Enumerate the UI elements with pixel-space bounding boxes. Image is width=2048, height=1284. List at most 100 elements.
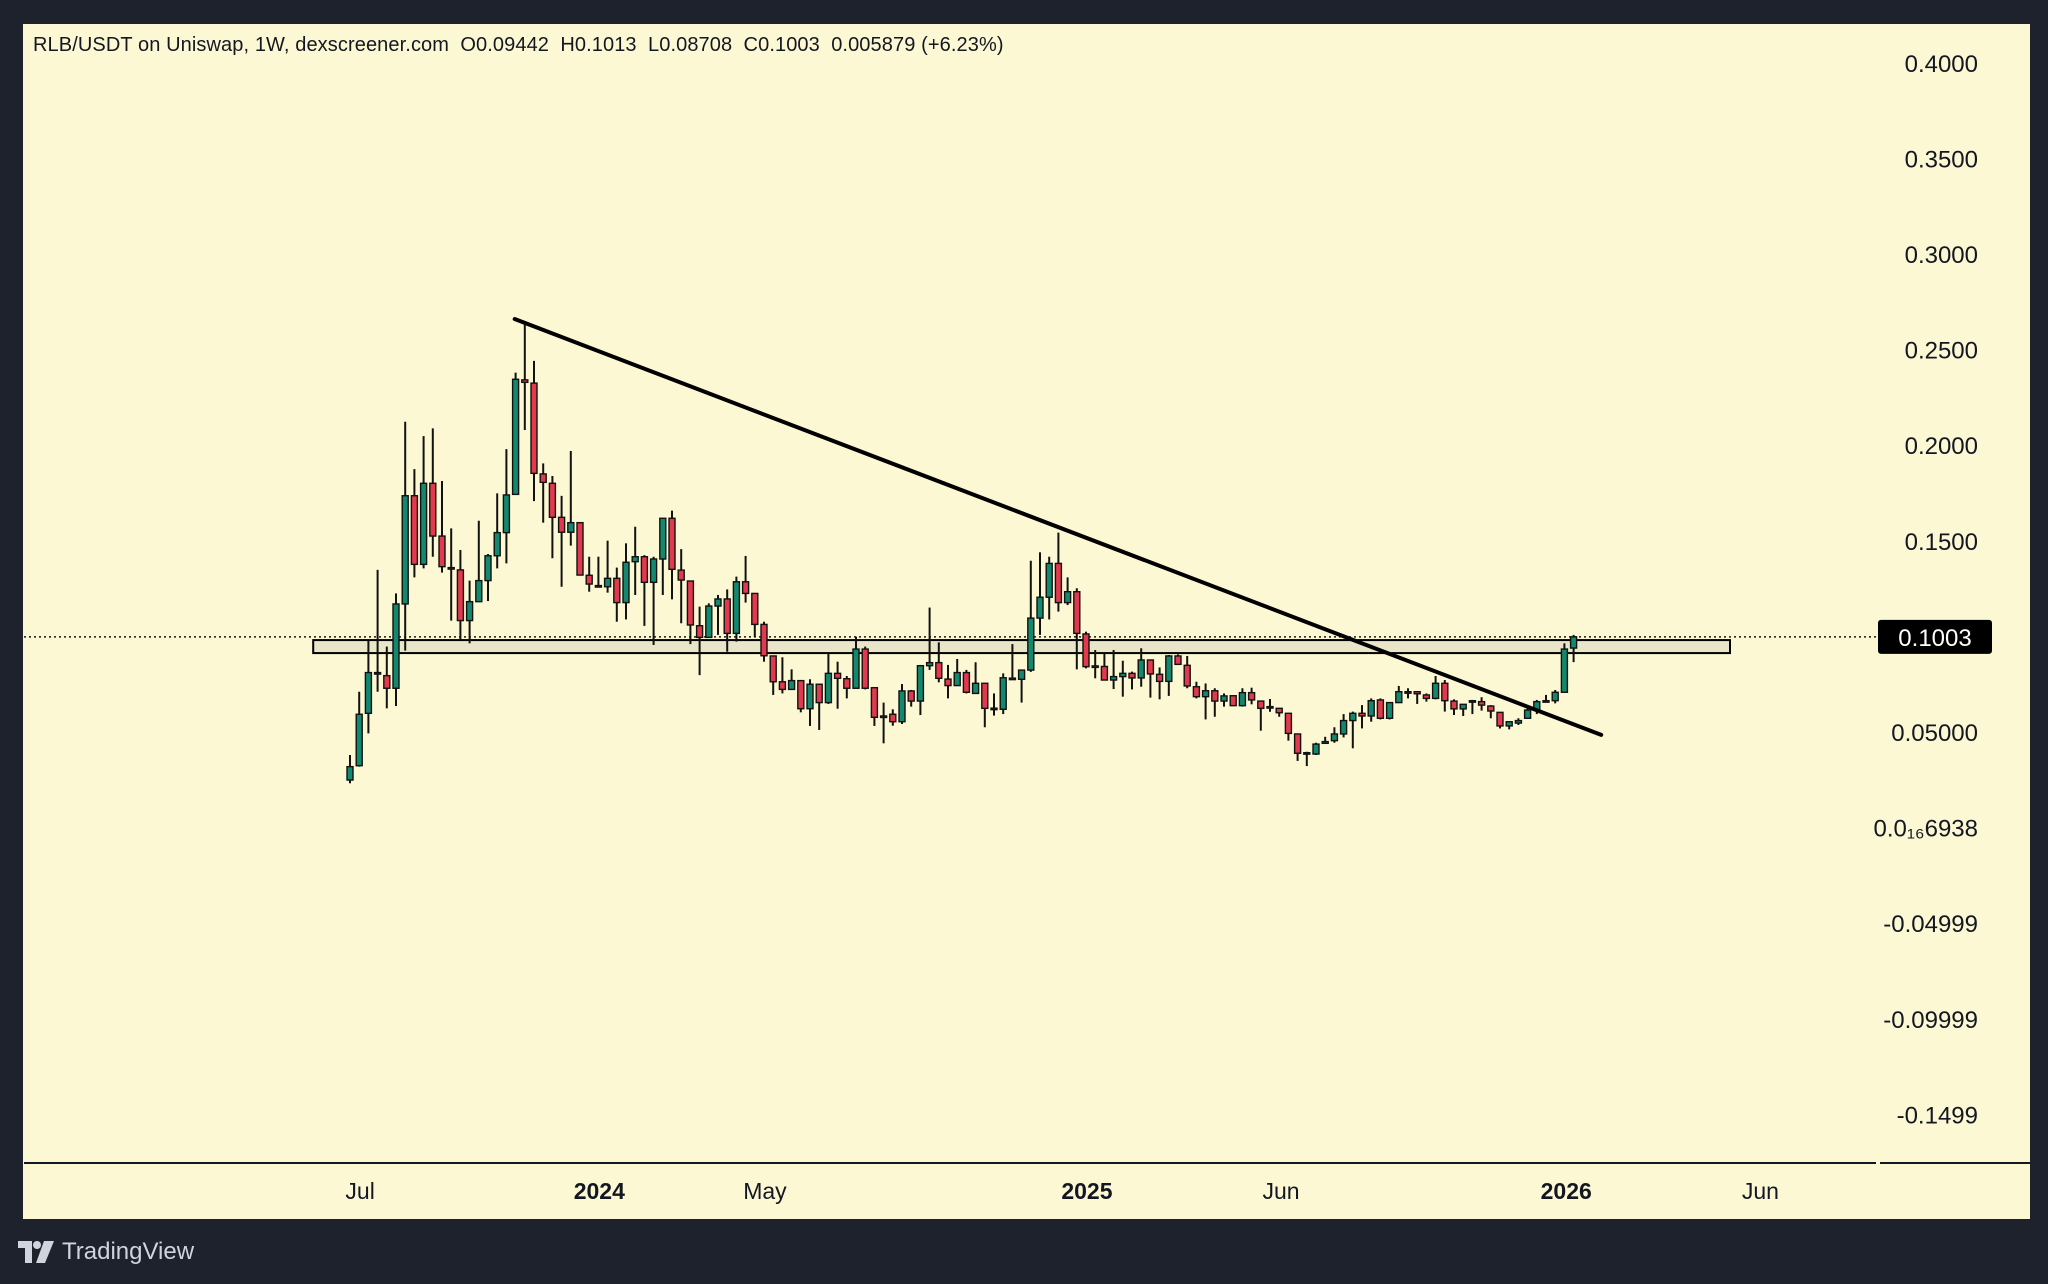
candle-body-up	[1201, 690, 1210, 698]
candle	[1496, 711, 1504, 729]
candle	[889, 709, 897, 726]
candle-body-down	[723, 598, 731, 635]
candle	[594, 556, 603, 588]
tradingview-logo-text: TradingView	[62, 1238, 195, 1265]
candle	[1413, 691, 1421, 704]
candle	[981, 682, 989, 728]
candle-body-down	[751, 592, 759, 626]
candle	[456, 550, 465, 641]
candle	[346, 754, 354, 784]
candle	[962, 669, 971, 694]
candle	[1045, 556, 1053, 620]
candle	[1017, 669, 1026, 703]
candle-body-down	[815, 683, 823, 704]
candles-layer	[346, 323, 1578, 784]
candle-body-down	[797, 679, 805, 710]
candle-body-up	[1238, 691, 1247, 707]
candle-body-down	[1422, 694, 1431, 700]
candle	[999, 673, 1007, 715]
candle	[493, 493, 501, 569]
candle-body-down	[760, 623, 768, 657]
candle	[990, 693, 998, 716]
support-zone-layer	[312, 639, 1732, 655]
candle	[1450, 699, 1458, 716]
candle-body-down	[741, 581, 750, 595]
candle	[741, 555, 750, 603]
y-tick-label: 0.1500	[1905, 529, 1978, 556]
candle	[1349, 711, 1357, 749]
candle	[419, 436, 428, 569]
candle	[659, 517, 667, 595]
candle-body-up	[1339, 719, 1348, 735]
candle-body-up	[1404, 691, 1412, 694]
y-tick-label: 0.3000	[1905, 242, 1978, 269]
candle	[1358, 705, 1366, 729]
candle	[1165, 654, 1173, 696]
candle	[1091, 650, 1099, 679]
candle-body-up	[925, 661, 934, 667]
candle	[1330, 727, 1339, 743]
candle-body-down	[843, 677, 851, 689]
candle	[429, 428, 437, 557]
candle	[1376, 698, 1385, 720]
candle	[751, 592, 759, 638]
candle	[815, 683, 823, 730]
tradingview-logo-icon	[18, 1241, 54, 1263]
candle-body-up	[392, 603, 400, 689]
candle	[944, 664, 952, 699]
candle-body-up	[1109, 675, 1118, 681]
candle-body-down	[833, 672, 842, 680]
candle	[852, 636, 860, 689]
candle-body-down	[1155, 673, 1164, 683]
candle	[1063, 577, 1072, 606]
candle-body-down	[447, 566, 455, 570]
candle	[1238, 688, 1247, 707]
descending-trendline	[512, 317, 1604, 737]
candle	[1339, 714, 1348, 738]
candle	[1109, 650, 1118, 690]
candle	[401, 421, 409, 651]
candle-body-down	[1192, 686, 1201, 698]
candle-body-down	[1284, 712, 1293, 735]
y-tick-label: 0.3500	[1905, 146, 1978, 173]
candle	[686, 580, 695, 645]
candle-body-down	[769, 655, 777, 683]
candle	[916, 664, 925, 716]
candle	[1514, 718, 1523, 725]
candle	[1054, 532, 1063, 612]
candle	[1247, 687, 1256, 705]
candle-body-down	[1293, 733, 1302, 754]
candle-body-down	[613, 577, 621, 604]
candle-body-down	[1128, 672, 1136, 679]
candle-body-down	[456, 569, 465, 622]
candle-body-up	[1431, 682, 1440, 700]
candle	[833, 661, 842, 709]
candle-body-down	[1183, 664, 1191, 687]
tradingview-logo[interactable]: TradingView	[18, 1238, 194, 1266]
candle	[539, 463, 547, 523]
candle-body-down	[695, 625, 704, 639]
candle-body-down	[1441, 682, 1449, 702]
candle-body-down	[1247, 691, 1256, 701]
candle-body-down	[594, 584, 603, 588]
candle-body-down	[521, 379, 529, 384]
candle-body-up	[484, 555, 492, 582]
candle-body-up	[1008, 677, 1017, 681]
candle	[1119, 660, 1127, 697]
candle	[603, 540, 612, 593]
chart-frame	[23, 24, 2030, 1219]
candle	[668, 510, 676, 600]
candle-body-down	[889, 713, 897, 723]
chart-legend: RLB/USDT on Uniswap, 1W, dexscreener.com…	[33, 34, 1004, 57]
candle-body-up	[1569, 636, 1578, 649]
candle-body-up	[953, 671, 961, 687]
candle-body-down	[1496, 711, 1504, 727]
candle-body-up	[1220, 695, 1228, 702]
candle-body-down	[429, 482, 437, 537]
candle	[1422, 693, 1431, 702]
candle	[870, 686, 879, 726]
candle	[1569, 634, 1578, 663]
candle-body-up	[1303, 751, 1311, 755]
candle-body-down	[778, 681, 787, 691]
